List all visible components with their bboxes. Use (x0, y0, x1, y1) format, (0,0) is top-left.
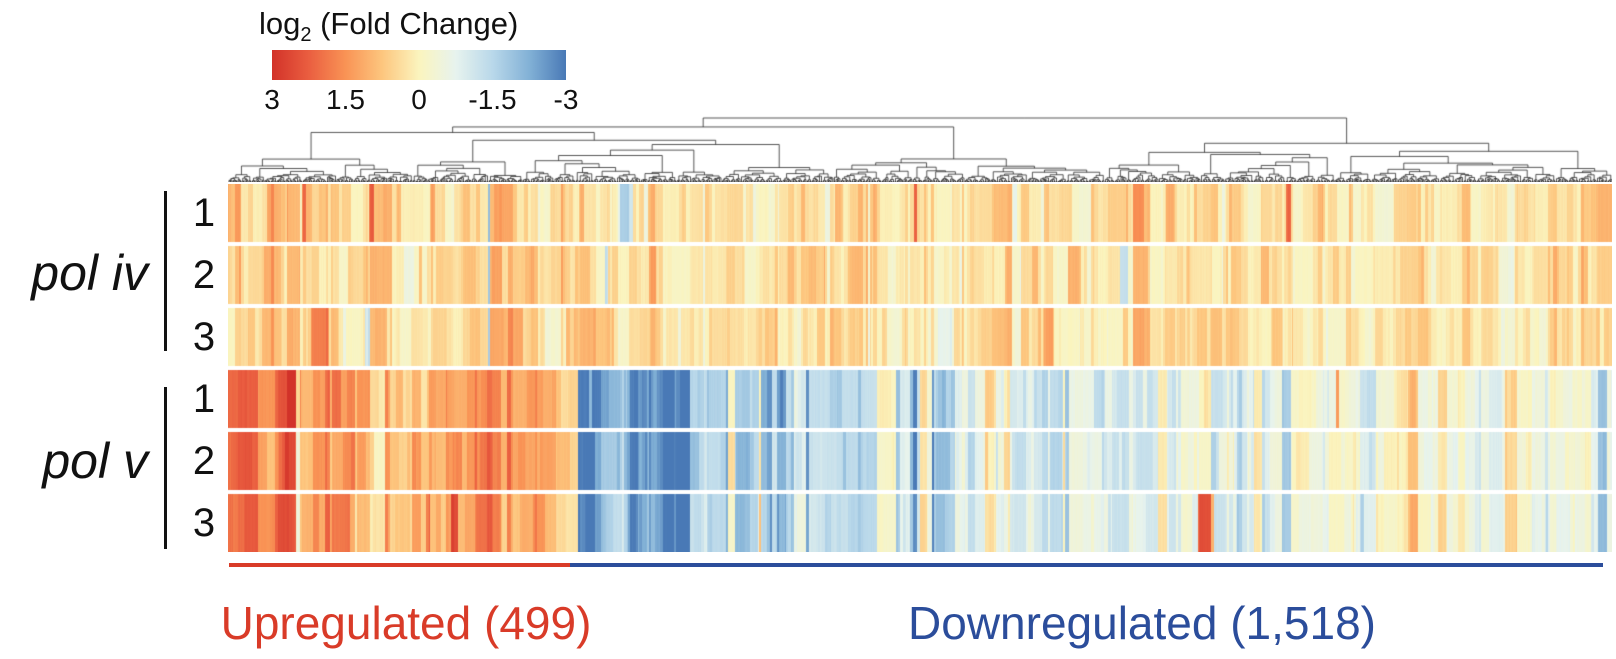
colorbar-title-prefix: log (259, 6, 301, 41)
colorbar-title-suffix: (Fold Change) (311, 6, 519, 41)
group-bracket-pol-v (164, 387, 167, 549)
colorbar-gradient (272, 50, 566, 80)
colorbar-tick-0: 0 (411, 84, 427, 115)
group-bracket-pol-iv (164, 191, 167, 351)
colorbar-title-subscript: 2 (300, 24, 312, 47)
group-label-pol-v: pol v (42, 433, 148, 489)
colorbar-tick-3: 3 (264, 84, 280, 115)
replicate-label-pol-v-3: 3 (192, 501, 216, 545)
colorbar-title: log2 (Fold Change) (259, 6, 518, 47)
colorbar-tick-1-5: 1.5 (326, 84, 365, 115)
underline-downregulated (570, 563, 1603, 567)
colorbar-tick-labels: 3 1.5 0 -1.5 -3 (264, 84, 578, 116)
dendrogram-canvas (228, 115, 1612, 182)
colorbar-tick-m3: -3 (553, 84, 579, 115)
replicate-label-pol-iv-3: 3 (192, 315, 216, 359)
label-downregulated: Downregulated (1,518) (908, 597, 1376, 649)
replicate-label-pol-iv-2: 2 (192, 253, 216, 297)
replicate-label-pol-v-1: 1 (192, 377, 216, 421)
colorbar-tick-m1-5: -1.5 (468, 84, 517, 115)
group-label-pol-iv: pol iv (31, 245, 148, 301)
underline-upregulated (229, 563, 570, 567)
label-upregulated: Upregulated (499) (220, 597, 592, 649)
replicate-label-pol-iv-1: 1 (192, 191, 216, 235)
heatmap-canvas (228, 184, 1612, 552)
replicate-label-pol-v-2: 2 (192, 439, 216, 483)
